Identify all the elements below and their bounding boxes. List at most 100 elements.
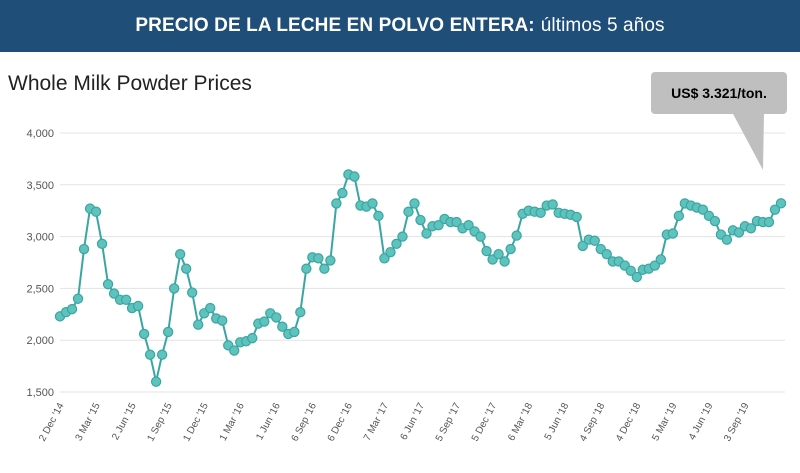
data-point [162,326,174,338]
data-point [373,210,384,222]
data-point [174,249,186,260]
y-tick-label: 2,000 [26,335,54,347]
data-point [415,214,426,226]
data-point [379,253,390,264]
data-point [301,263,312,274]
data-point [66,303,78,315]
data-point [325,255,336,266]
data-point [775,198,787,209]
x-tick-label: 1 Mar '16 [218,401,247,443]
data-point [493,249,504,260]
data-point [337,187,348,199]
x-tick-label: 5 Dec '17 [470,401,500,444]
x-tick-label: 3 Mar '15 [74,401,103,443]
data-point [138,328,150,340]
data-point [150,376,162,387]
data-point [313,253,324,264]
data-point [229,345,240,356]
callout-pointer [732,112,764,170]
data-point [271,312,282,323]
data-point [391,238,402,250]
data-point [667,228,679,239]
data-point [631,271,643,283]
data-point [108,288,120,299]
data-point [180,263,192,274]
y-tick-label: 3,000 [26,232,54,244]
data-point [511,230,522,241]
data-point [571,211,582,223]
data-point [433,220,444,231]
data-point [499,256,510,267]
data-point [733,227,745,238]
x-tick-label: 3 Sep '19 [722,401,752,444]
data-point [186,287,198,298]
banner-title-normal: últimos 5 años [540,15,665,36]
data-point [745,223,757,234]
data-point [367,198,378,209]
data-point [649,260,661,271]
data-point [577,240,588,252]
chart-title: Whole Milk Powder Prices [8,72,252,95]
data-point [601,249,612,260]
data-point [90,206,102,217]
data-point [721,234,733,245]
data-point [385,246,396,258]
x-tick-label: 1 Sep '15 [145,401,175,444]
y-axis-ticks: 1,500 2,000 2,500 3,000 3,500 4,000 [26,128,54,399]
series-line [59,173,782,382]
data-point [475,231,486,242]
data-point [403,206,414,217]
x-tick-label: 6 Jun '17 [399,401,428,442]
x-tick-label: 5 Sep '17 [434,401,464,444]
x-tick-label: 6 Mar '18 [506,401,535,443]
data-point [295,307,306,318]
data-point [481,245,492,257]
data-point [697,204,709,215]
y-tick-label: 1,500 [26,387,54,399]
data-point [319,263,330,274]
data-point [589,235,600,246]
data-point [217,315,228,326]
x-tick-label: 2 Jun '15 [110,401,139,442]
x-tick-label: 1 Jun '16 [254,401,283,442]
x-tick-label: 7 Mar '17 [362,401,391,443]
data-point [72,293,84,304]
data-point [349,171,360,182]
data-point [409,198,420,209]
data-point [289,326,300,338]
data-point [96,238,108,250]
x-tick-label: 4 Jun '19 [687,401,716,442]
x-tick-label: 6 Dec '16 [326,401,356,444]
data-point [102,279,114,290]
x-tick-label: 1 Dec '15 [181,401,211,444]
data-point [463,220,474,231]
x-axis-ticks: 2 Dec '14 3 Mar '15 2 Jun '15 1 Sep '15 1 De… [37,401,752,444]
data-point [331,198,342,209]
x-tick-label: 2 Dec '14 [37,401,67,444]
x-tick-label: 4 Sep '18 [578,401,608,444]
data-point [421,228,432,239]
x-tick-label: 5 Jun '18 [543,401,572,442]
data-point [769,204,781,215]
data-point [397,231,408,242]
data-point [132,300,144,312]
data-point [156,349,168,360]
data-point [120,294,132,305]
banner-title-bold: PRECIO DE LA LECHE EN POLVO ENTERA: [135,15,535,36]
data-point [205,302,216,314]
header-banner: PRECIO DE LA LECHE EN POLVO ENTERA: últi… [0,0,800,52]
data-point [78,243,90,255]
data-point [451,216,462,228]
data-point [144,349,156,360]
data-point [168,283,180,294]
data-point [535,207,546,218]
data-point [655,254,667,265]
data-point [277,321,288,332]
series-markers [54,169,787,387]
data-point [673,210,685,222]
y-tick-label: 4,000 [26,128,54,140]
grid-layer [60,132,785,393]
y-tick-label: 3,500 [26,180,54,192]
data-point [247,332,258,344]
